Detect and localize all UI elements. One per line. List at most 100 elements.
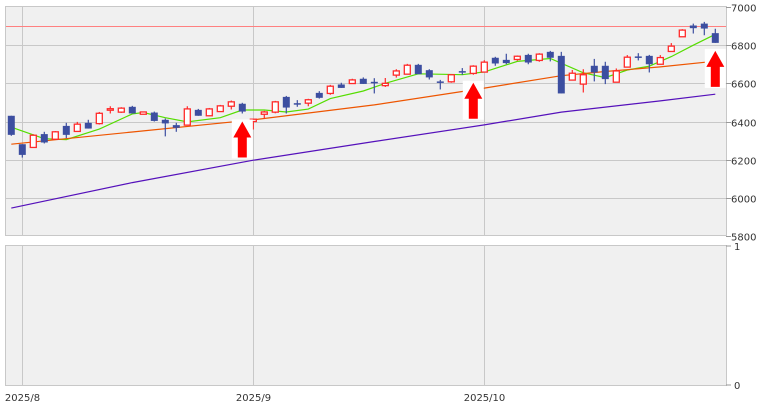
candle-body (557, 55, 565, 94)
candle-body (40, 134, 48, 143)
candle-body (271, 101, 279, 113)
candle-body (359, 78, 367, 84)
candle-body (95, 112, 103, 125)
candle-up (216, 104, 224, 113)
candle-body (29, 134, 37, 149)
candle-body (579, 74, 587, 85)
candle-body (73, 123, 81, 133)
candle-body (117, 107, 125, 113)
candle-body (436, 81, 444, 83)
candle-down (502, 53, 510, 65)
up-arrow-icon (233, 121, 252, 158)
candle-up (326, 84, 334, 95)
candle-body (425, 70, 433, 78)
candle-down (161, 118, 169, 137)
candle-body (106, 108, 114, 111)
candle-body (370, 81, 378, 84)
candle-body (447, 74, 455, 83)
candle-down (62, 122, 70, 139)
moving-average-line (11, 60, 716, 145)
candle-up (117, 107, 125, 113)
candle-down (711, 28, 719, 43)
candle-body (282, 96, 290, 108)
candle-up (29, 134, 37, 149)
candle-up (447, 74, 455, 83)
candle-body (524, 54, 532, 63)
candle-down (491, 56, 499, 66)
candle-up (656, 55, 664, 65)
candle-up (271, 100, 279, 114)
candle-up (106, 106, 114, 114)
candle-up (51, 131, 59, 140)
buy-signal-arrow-icon (231, 119, 253, 159)
candle-down (128, 105, 136, 114)
tick-label: 1 (734, 242, 740, 253)
candle-down (645, 54, 653, 73)
candle-body (7, 115, 15, 135)
candle-body (469, 65, 477, 75)
price-axis: 7000 6800 6600 6400 6200 6000 5800 (726, 4, 756, 244)
candle-body (150, 112, 158, 121)
tick-label: 6400 (731, 119, 756, 130)
candle-up (381, 77, 389, 87)
candle-body (62, 125, 70, 135)
candle-body (315, 92, 323, 98)
candle-body (238, 103, 246, 112)
candle-body (458, 71, 466, 73)
tick-label: 6200 (731, 157, 756, 168)
candle-down (524, 53, 532, 65)
candle-body (667, 45, 675, 53)
candle-body (337, 84, 345, 88)
candle-down (293, 100, 301, 107)
candle-body (227, 101, 235, 107)
sub-panel (5, 245, 727, 386)
date-label: 2025/10 (464, 393, 506, 404)
candle-body (568, 72, 576, 81)
candle-body (205, 108, 213, 117)
grid (6, 7, 726, 385)
buy-signal-arrow-icon (704, 48, 726, 88)
candle-up (205, 107, 213, 117)
candle-body (51, 131, 59, 140)
tick-label: 6000 (731, 195, 756, 206)
candle-body (381, 82, 389, 87)
candle-body (656, 56, 664, 65)
candle-body (293, 103, 301, 105)
candle-down (601, 61, 609, 85)
candle-up (348, 78, 356, 85)
candle-down (425, 69, 433, 80)
moving-average-line (11, 93, 716, 209)
date-label: 2025/9 (236, 393, 271, 404)
candle-down (172, 122, 180, 132)
tick-label: 5800 (731, 233, 756, 244)
candle-body (216, 105, 224, 113)
candle-body (502, 59, 510, 64)
candle-body (480, 61, 488, 73)
candle-down (370, 78, 378, 94)
up-arrow-icon (464, 82, 483, 119)
candle-body (700, 23, 708, 29)
candle-body (139, 111, 147, 115)
candle-up (227, 100, 235, 110)
candle-body (612, 70, 620, 83)
candle-down (414, 63, 422, 75)
candle-body (84, 122, 92, 129)
tick-label: 6800 (731, 42, 756, 53)
candle-up (139, 111, 147, 115)
candle-down (557, 51, 565, 94)
candle-down (84, 119, 92, 129)
candle-up (678, 29, 686, 38)
candle-down (458, 68, 466, 75)
candle-body (414, 64, 422, 75)
candle-down (337, 82, 345, 88)
candle-up (183, 106, 191, 126)
tick-label: 0 (734, 381, 740, 392)
candle-body (678, 29, 686, 38)
candles (7, 21, 719, 158)
candle-up (513, 55, 521, 61)
candle-body (645, 55, 653, 65)
candle-up (469, 65, 477, 75)
sub-axis: 10 (726, 242, 740, 392)
candle-down (7, 115, 15, 136)
candle-body (194, 109, 202, 116)
